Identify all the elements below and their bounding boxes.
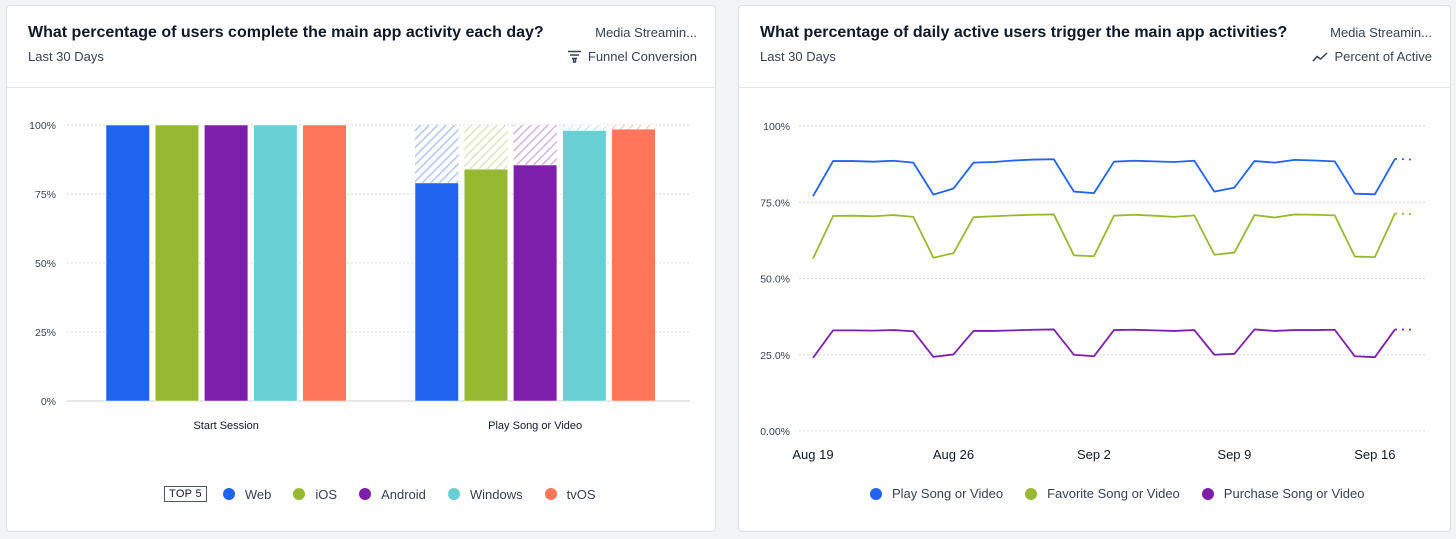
y-tick-label: 0%: [41, 396, 56, 408]
date-range: Last 30 Days: [760, 49, 836, 64]
legend-label: Android: [381, 486, 426, 502]
legend-label: Windows: [469, 486, 523, 502]
incomplete-segment[interactable]: [1394, 158, 1416, 161]
bar-web[interactable]: [414, 182, 459, 402]
chart-type-label: Percent of Active: [1312, 49, 1432, 64]
legend-swatch: [1025, 487, 1038, 500]
legend-label: Play Song or Video: [892, 486, 1004, 501]
x-tick-label: Play Song or Video: [488, 420, 582, 432]
legend-item-windows[interactable]: Windows: [447, 486, 523, 502]
card-title[interactable]: What percentage of users complete the ma…: [28, 24, 544, 41]
bar-web[interactable]: [105, 124, 150, 402]
card-title[interactable]: What percentage of daily active users tr…: [760, 24, 1288, 41]
legend-item-ios[interactable]: iOS: [293, 487, 337, 502]
legend-swatch: [544, 488, 557, 500]
y-tick-label: 100%: [29, 120, 56, 132]
trend-line-icon: [1312, 51, 1328, 61]
x-tick-label: Sep 2: [1077, 447, 1111, 462]
funnel-icon: [567, 50, 581, 63]
legend-swatch: [293, 488, 306, 500]
legend-label: iOS: [315, 486, 338, 502]
x-tick-label: Sep 9: [1217, 447, 1251, 462]
card-header: What percentage of daily active users tr…: [739, 6, 1450, 88]
bar-android[interactable]: [513, 164, 558, 402]
y-tick-label: 50%: [35, 258, 56, 270]
legend-label: Web: [244, 486, 272, 502]
dropoff-bar-ios[interactable]: [464, 125, 508, 170]
dropoff-bar-windows[interactable]: [562, 125, 607, 131]
bar-tvos[interactable]: [611, 128, 656, 402]
legend-item-purchase-song-or-video[interactable]: Purchase Song or Video: [1201, 486, 1365, 501]
legend-item-favorite-song-or-video[interactable]: Favorite Song or Video: [1025, 486, 1180, 501]
x-tick-label: Start Session: [193, 420, 258, 432]
card-header: What percentage of users complete the ma…: [7, 6, 715, 88]
y-tick-label: 75%: [35, 189, 56, 201]
percent-active-card: What percentage of daily active users tr…: [738, 5, 1451, 532]
x-tick-label: Aug 26: [933, 447, 974, 462]
legend-item-tvos[interactable]: tvOS: [544, 486, 596, 502]
bar-windows[interactable]: [562, 130, 607, 402]
bar-ios[interactable]: [463, 168, 508, 402]
series-line-favorite-song-or-video[interactable]: [812, 213, 1396, 260]
dropoff-bar-android[interactable]: [513, 125, 557, 166]
legend-swatch: [447, 488, 460, 500]
bar-tvos[interactable]: [302, 124, 347, 402]
legend-swatch: [359, 488, 372, 500]
legend-swatch: [222, 488, 235, 500]
project-name[interactable]: Media Streamin...: [1330, 25, 1432, 40]
x-tick-label: Sep 16: [1354, 447, 1395, 462]
y-tick-label: 100%: [763, 121, 790, 133]
legend-label: Purchase Song or Video: [1223, 486, 1365, 501]
legend-item-web[interactable]: Web: [222, 486, 272, 502]
bar-windows[interactable]: [253, 124, 298, 402]
y-tick-label: 25%: [35, 327, 56, 339]
legend-label: tvOS: [566, 486, 596, 502]
legend-item-android[interactable]: Android: [359, 487, 426, 502]
line-chart: 100% 75.0% 50.0% 25.0% 0.00%Aug 19 Aug 26 Sep …: [760, 121, 1427, 462]
y-tick-label: 50.0%: [760, 274, 790, 286]
legend-label: Favorite Song or Video: [1047, 486, 1180, 501]
series-line-play-song-or-video[interactable]: [812, 158, 1396, 197]
incomplete-segment[interactable]: [1394, 212, 1416, 216]
bar-android[interactable]: [204, 124, 249, 402]
bar-chart-legend: TOP 5 Web iOS Android Windows tvOS: [164, 486, 618, 502]
date-range: Last 30 Days: [28, 49, 104, 64]
series-line-purchase-song-or-video[interactable]: [812, 328, 1396, 359]
top-n-badge[interactable]: TOP 5: [164, 486, 207, 502]
bar-ios[interactable]: [154, 124, 199, 402]
chart-type-label: Funnel Conversion: [567, 49, 697, 64]
legend-swatch: [1201, 487, 1214, 500]
funnel-conversion-card: What percentage of users complete the ma…: [6, 5, 716, 532]
dropoff-bar-web[interactable]: [415, 125, 459, 183]
dropoff-bar-tvos[interactable]: [611, 125, 656, 130]
metric-label: Percent of Active: [1334, 49, 1432, 64]
y-tick-label: 0.00%: [760, 426, 790, 438]
project-name[interactable]: Media Streamin...: [595, 25, 697, 40]
x-tick-label: Aug 19: [792, 447, 833, 462]
legend-item-play-song-or-video[interactable]: Play Song or Video: [870, 486, 1003, 501]
y-tick-label: 75.0%: [760, 197, 790, 209]
line-chart-legend: Play Song or Video Favorite Song or Video…: [870, 486, 1387, 501]
bar-chart: 100% 75% 50% 25% 0% Start Session Play Song or…: [29, 120, 690, 432]
y-tick-label: 25.0%: [760, 350, 790, 362]
metric-label: Funnel Conversion: [587, 49, 697, 64]
legend-swatch: [870, 487, 882, 500]
